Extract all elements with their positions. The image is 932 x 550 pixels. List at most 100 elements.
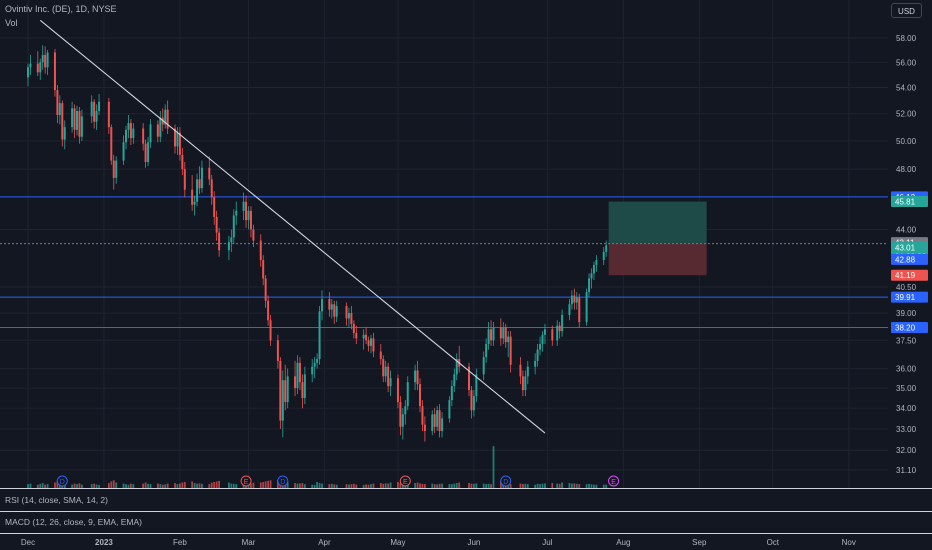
candle-body — [487, 329, 490, 344]
candle-body — [174, 128, 176, 147]
volume-bar — [149, 484, 152, 488]
y-tick-label: 56.00 — [896, 58, 917, 67]
dividend-marker-icon[interactable] — [56, 475, 68, 487]
volume-bar — [73, 483, 76, 488]
currency-button[interactable]: USD — [891, 3, 922, 18]
pane-separator[interactable] — [0, 533, 932, 534]
candle-body — [333, 304, 336, 317]
candle-body — [421, 406, 424, 425]
candle-body — [259, 240, 262, 261]
candle-body — [539, 343, 542, 350]
candle-body — [245, 201, 248, 221]
volume-bar — [176, 484, 179, 488]
candle-body — [269, 320, 272, 341]
y-tick-label: 37.50 — [896, 336, 917, 345]
volume-bar — [44, 484, 47, 488]
volume-bar — [196, 483, 198, 488]
candle-body — [311, 366, 314, 375]
volume-bar — [215, 481, 218, 488]
candle-body — [433, 414, 436, 427]
x-tick-label: Dec — [21, 538, 35, 547]
volume-bar — [316, 481, 318, 488]
candle-body — [44, 54, 47, 68]
candle-body — [321, 299, 323, 312]
y-tick-label: 32.00 — [896, 446, 917, 455]
volume-bar — [568, 483, 571, 488]
event-marker-label: E — [403, 479, 408, 486]
y-tick-label: 39.00 — [896, 309, 917, 318]
volume-bar — [232, 483, 235, 488]
earnings-marker-icon[interactable] — [608, 475, 620, 487]
price-badge — [891, 269, 928, 281]
candle-body — [536, 349, 539, 361]
volume-bar — [534, 484, 537, 488]
volume-bar — [541, 483, 544, 488]
x-tick-label: Feb — [173, 538, 187, 547]
volume-bar — [267, 480, 269, 488]
candle-body — [93, 101, 96, 122]
dividend-marker-icon[interactable] — [277, 475, 289, 487]
price-badge-label: 42.88 — [895, 255, 916, 264]
volume-bar — [473, 483, 475, 488]
y-tick-label: 40.50 — [896, 283, 917, 292]
candle-body — [112, 160, 115, 178]
volume-bar — [122, 483, 125, 488]
candle-body — [590, 273, 593, 279]
volume-bar — [107, 483, 110, 488]
volume-bar — [544, 483, 546, 488]
volume-bar — [389, 482, 392, 488]
volume-bar — [156, 483, 159, 488]
earnings-marker-icon[interactable] — [399, 475, 411, 487]
volume-bar — [487, 483, 490, 488]
candle-body — [132, 128, 135, 139]
volume-bar — [384, 483, 387, 488]
loss-zone[interactable] — [608, 243, 707, 276]
dividend-marker-icon[interactable] — [500, 475, 512, 487]
price-badge — [891, 321, 928, 333]
candle-body — [499, 327, 502, 339]
candle-body — [166, 109, 169, 129]
candle-body — [252, 229, 255, 241]
volume-bar — [519, 483, 522, 488]
pane-separator[interactable] — [0, 488, 932, 489]
event-marker-label: E — [611, 479, 616, 486]
candle-body — [63, 127, 66, 140]
candle-body — [318, 311, 321, 360]
candle-body — [247, 210, 250, 221]
volume-bar — [296, 483, 299, 488]
volume-bar — [352, 483, 355, 488]
y-tick-label: 54.00 — [896, 84, 917, 93]
candle-body — [181, 154, 184, 170]
volume-bar — [29, 483, 32, 488]
volume-bar — [201, 483, 203, 488]
candle-body — [450, 386, 453, 401]
earnings-marker-icon[interactable] — [240, 475, 252, 487]
candle-body — [264, 278, 267, 301]
volume-bar — [81, 484, 83, 488]
candle-body — [507, 336, 510, 343]
pane-separator[interactable] — [0, 511, 932, 512]
candle-body — [438, 410, 441, 431]
candle-body — [355, 332, 358, 339]
volume-bar — [365, 484, 367, 488]
candle-body — [301, 382, 304, 399]
profit-zone[interactable] — [608, 201, 707, 244]
candle-body — [56, 90, 59, 116]
volume-bar — [433, 484, 436, 488]
candle-body — [53, 52, 56, 91]
candle-body — [578, 297, 581, 323]
candle-body — [347, 313, 350, 319]
candle-body — [541, 334, 544, 344]
volume-bar — [602, 484, 605, 488]
volume-bar — [482, 483, 485, 488]
volume-bar — [130, 483, 132, 488]
volume-bar — [313, 484, 316, 488]
candle-body — [328, 299, 331, 310]
volume-bar — [144, 482, 147, 488]
trendline[interactable] — [39, 19, 546, 434]
candle-body — [595, 260, 598, 266]
price-badge-label: 39.91 — [895, 293, 916, 302]
x-tick-label: Sep — [692, 538, 707, 547]
volume-bar — [76, 484, 78, 488]
